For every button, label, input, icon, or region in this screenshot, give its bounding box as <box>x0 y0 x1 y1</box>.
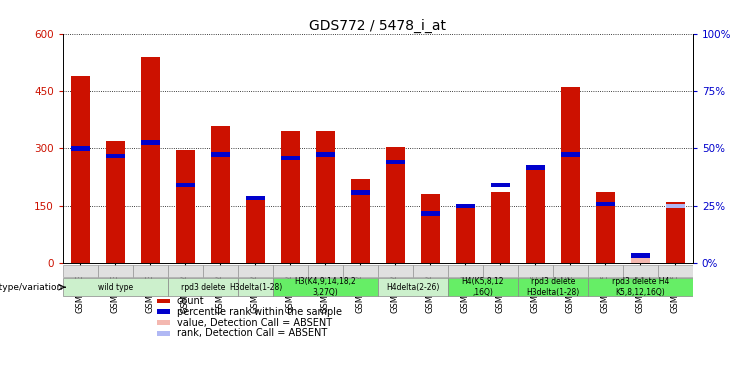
Bar <box>157 331 170 336</box>
Text: count: count <box>176 296 205 306</box>
Bar <box>596 192 615 263</box>
Bar <box>350 190 370 195</box>
Bar <box>141 141 160 145</box>
Bar <box>378 278 448 296</box>
Bar <box>658 265 693 277</box>
Bar <box>238 278 273 296</box>
Text: rpd3 delete
H3delta(1-28): rpd3 delete H3delta(1-28) <box>526 278 579 297</box>
Bar <box>71 76 90 263</box>
Bar <box>133 265 168 277</box>
Text: rpd3 delete: rpd3 delete <box>181 283 225 292</box>
Bar <box>553 265 588 277</box>
Bar <box>176 150 195 263</box>
Bar <box>561 87 580 263</box>
Bar <box>378 265 413 277</box>
Bar <box>518 265 553 277</box>
Title: GDS772 / 5478_i_at: GDS772 / 5478_i_at <box>310 19 446 33</box>
Bar <box>665 202 685 263</box>
Bar <box>456 204 475 263</box>
Bar <box>211 152 230 156</box>
Bar <box>421 194 440 263</box>
Bar <box>273 265 308 277</box>
Text: percentile rank within the sample: percentile rank within the sample <box>176 307 342 317</box>
Bar <box>168 265 203 277</box>
Bar <box>483 265 518 277</box>
Bar <box>246 198 265 263</box>
Text: genotype/variation: genotype/variation <box>0 283 62 292</box>
Bar <box>316 152 335 156</box>
Bar <box>157 309 170 314</box>
Bar <box>63 278 168 296</box>
Bar <box>63 265 98 277</box>
Text: rpd3 delete H4
K5,8,12,16Q): rpd3 delete H4 K5,8,12,16Q) <box>611 278 669 297</box>
Bar <box>176 183 195 187</box>
Bar <box>343 265 378 277</box>
Text: H4(K5,8,12
,16Q): H4(K5,8,12 ,16Q) <box>462 278 504 297</box>
Bar <box>106 141 125 263</box>
Bar <box>246 196 265 201</box>
Bar <box>350 179 370 263</box>
Bar <box>238 265 273 277</box>
Bar <box>157 299 170 303</box>
Bar <box>106 154 125 158</box>
Text: rank, Detection Call = ABSENT: rank, Detection Call = ABSENT <box>176 328 327 338</box>
Bar <box>157 320 170 325</box>
Bar <box>281 156 300 160</box>
Bar <box>273 278 378 296</box>
Bar <box>211 126 230 263</box>
Bar <box>316 131 335 263</box>
Bar <box>421 211 440 216</box>
Bar <box>386 147 405 263</box>
Text: wild type: wild type <box>98 283 133 292</box>
Bar <box>623 265 658 277</box>
Bar <box>141 57 160 263</box>
Bar <box>413 265 448 277</box>
Bar <box>281 131 300 263</box>
Bar <box>518 278 588 296</box>
Bar <box>588 265 623 277</box>
Bar <box>168 278 238 296</box>
Text: value, Detection Call = ABSENT: value, Detection Call = ABSENT <box>176 318 332 327</box>
Bar <box>491 192 510 263</box>
Bar <box>203 265 238 277</box>
Text: H4delta(2-26): H4delta(2-26) <box>386 283 439 292</box>
Bar <box>631 253 650 258</box>
Bar <box>98 265 133 277</box>
Text: H3delta(1-28): H3delta(1-28) <box>229 283 282 292</box>
Bar <box>456 204 475 208</box>
Bar <box>588 278 693 296</box>
Bar <box>448 278 518 296</box>
Bar <box>308 265 343 277</box>
Bar <box>526 166 545 263</box>
Bar <box>665 204 685 208</box>
Bar <box>631 258 650 263</box>
Bar <box>491 183 510 187</box>
Text: H3(K4,9,14,18,2
3,27Q): H3(K4,9,14,18,2 3,27Q) <box>295 278 356 297</box>
Bar <box>561 152 580 156</box>
Bar <box>386 160 405 164</box>
Bar <box>526 165 545 170</box>
Bar <box>71 146 90 151</box>
Bar <box>596 202 615 206</box>
Bar <box>448 265 483 277</box>
